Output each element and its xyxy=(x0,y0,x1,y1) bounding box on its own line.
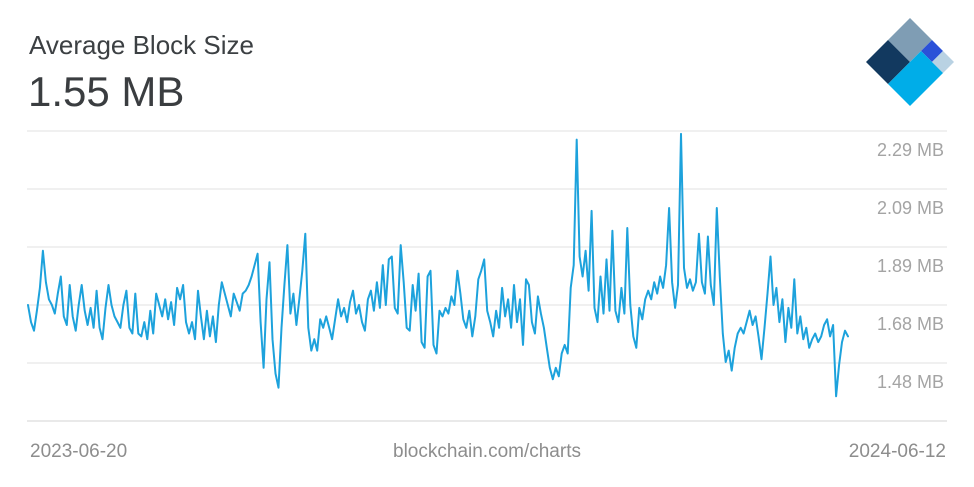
y-axis-tick-label: 1.48 MB xyxy=(877,372,944,392)
y-axis-tick-label: 2.09 MB xyxy=(877,198,944,218)
x-axis-end-date: 2024-06-12 xyxy=(848,441,946,462)
block-size-line xyxy=(27,132,849,398)
page-title: Average Block Size xyxy=(29,30,254,60)
y-axis-tick-label: 2.29 MB xyxy=(877,140,944,160)
blockchain-logo-icon xyxy=(866,18,954,106)
y-axis-tick-label: 1.89 MB xyxy=(877,256,944,276)
watermark-link: blockchain.com/charts xyxy=(393,441,581,462)
y-axis-labels: 2.29 MB 2.09 MB 1.89 MB 1.68 MB 1.48 MB xyxy=(877,140,944,392)
logo-segment-cyan xyxy=(888,51,943,106)
current-value: 1.55 MB xyxy=(28,68,185,115)
chart-plot-area[interactable] xyxy=(27,120,948,422)
x-axis-start-date: 2023-06-20 xyxy=(30,441,128,462)
y-axis-tick-label: 1.68 MB xyxy=(877,314,944,334)
